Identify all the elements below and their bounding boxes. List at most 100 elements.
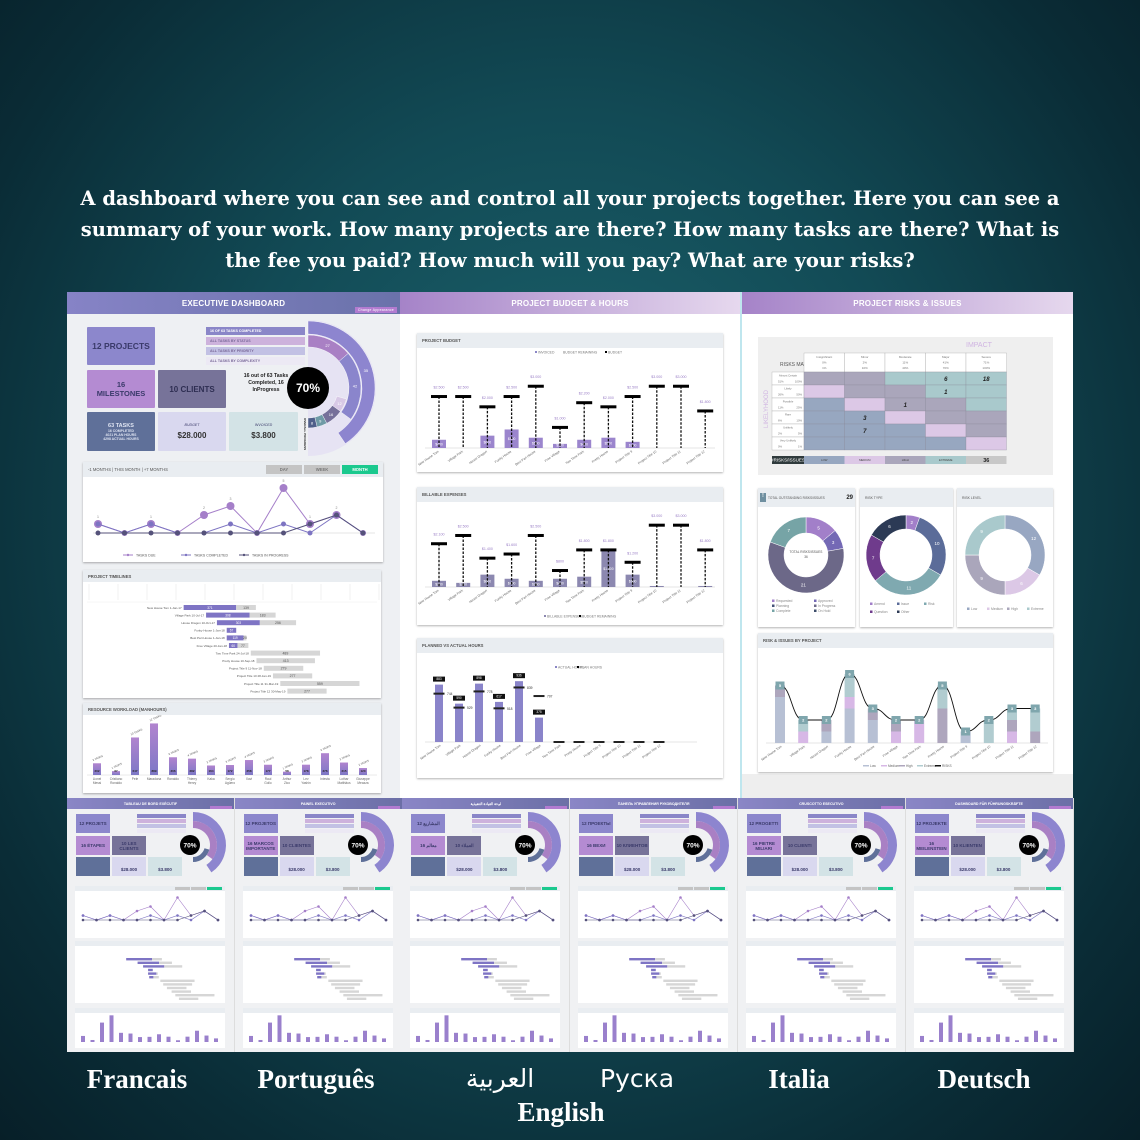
risk-total-box <box>914 716 924 724</box>
legend-label: TASKS COMPLETED <box>194 554 228 558</box>
thumb-workload-bar <box>549 1038 554 1042</box>
thumbnail-budget: $28.000 <box>782 857 817 876</box>
day-button[interactable]: DAY <box>266 465 302 474</box>
budget-cap-value: $2.500 <box>627 386 638 390</box>
risk-total-box <box>937 681 947 690</box>
project-label: Project Title 9 <box>950 744 969 759</box>
project-label: Best Part House <box>500 743 522 760</box>
plan-marker <box>453 706 465 709</box>
timeline-done-value: 303 <box>236 621 242 625</box>
workload-name: Lev <box>303 777 309 781</box>
thumb-point <box>122 918 125 922</box>
timeline-row-label: Pretty House 10-Sep-18 <box>222 659 255 663</box>
series-point <box>307 530 313 536</box>
thumb-radial <box>193 848 210 862</box>
language-french[interactable]: Francais <box>86 1064 188 1094</box>
series-point <box>281 530 286 536</box>
change-appearance-button[interactable]: Change Appearance <box>354 307 397 313</box>
billable-bar-value: $50 <box>702 583 708 587</box>
thumbnail-change-appearance[interactable] <box>880 806 903 809</box>
thumbnail-dashboard[interactable]: DASHBOARD FÜR FÜHRUNGSKRÄFTE 12 PROJEKTE… <box>905 798 1074 1052</box>
thumb-point <box>81 914 85 917</box>
thumb-workload-bar <box>770 1022 775 1042</box>
thumbnail-change-appearance[interactable] <box>713 806 736 809</box>
language-russian[interactable]: Руска <box>599 1064 675 1093</box>
menu-tasks-by-complexity[interactable]: ALL TASKS BY COMPLEXITY <box>206 357 305 365</box>
billable-bar-value: $600 <box>629 579 637 583</box>
thumb-percent-circle <box>683 835 704 855</box>
timeline-row-label: Project Title 12 30-May-19 <box>250 689 285 693</box>
invoiced-kpi[interactable]: INVOICED $3.800 <box>229 412 298 451</box>
period-filters[interactable]: -1 MONTHS | THIS MONTH | +7 MONTHS <box>88 467 168 472</box>
tasks-kpi[interactable]: 63 TASKS 16 COMPLETED 4021 PLAN HOURS 42… <box>87 412 155 451</box>
language-italian[interactable]: Italia <box>768 1064 830 1094</box>
language-arabic[interactable]: العربية <box>465 1064 535 1093</box>
language-german[interactable]: Deutsch <box>937 1064 1031 1094</box>
thumbnail-change-appearance[interactable] <box>1048 806 1071 809</box>
thumb-point <box>974 909 977 913</box>
thumb-workload-bar <box>248 1035 253 1042</box>
thumbnail-change-appearance[interactable] <box>210 806 232 809</box>
thumb-timeline-bar <box>1013 994 1053 997</box>
timeline-remaining-value: 20 <box>243 636 247 640</box>
legend-label: BUDGET REMAINING <box>563 351 598 355</box>
thumb-workload-bar <box>100 1022 104 1042</box>
workload-bar <box>169 757 177 775</box>
risk-stack-segment <box>844 708 855 743</box>
risk-level-slice <box>964 514 1006 556</box>
clients-kpi[interactable]: 10 CLIENTS <box>158 370 226 408</box>
workload-bar <box>112 771 120 775</box>
thumbnail-dashboard[interactable]: CRUSCOTTO ESECUTIVO 12 PROGETTI 16 PIETR… <box>737 798 906 1052</box>
thumb-period-button <box>510 887 526 890</box>
legend-swatch <box>870 610 873 613</box>
radial-value: 16 <box>329 412 334 417</box>
thumb-card <box>913 941 1064 1003</box>
timeline-remaining-value: 277 <box>304 689 310 693</box>
workload-task-label: 3 TASKS <box>301 755 313 763</box>
thumb-timeline-bar <box>986 972 995 975</box>
matrix-cell-extreme <box>965 384 1007 399</box>
actual-label-box <box>433 676 445 682</box>
thumbnail-title: TABLEAU DE BORD EXÉCUTIF <box>67 798 234 809</box>
language-english[interactable]: English <box>517 1097 605 1127</box>
thumb-timeline-bar <box>159 961 172 964</box>
impact-hi: 40% <box>902 366 908 370</box>
thumbnail-change-appearance[interactable] <box>545 806 568 809</box>
project-label: Project Title 10 <box>971 744 991 760</box>
plan-marker <box>473 690 485 693</box>
project-label: Village Park <box>447 449 464 463</box>
thumbnail-dashboard[interactable]: لوحة القيادة التنفيذية المشاريع 12 معالم… <box>402 798 571 1052</box>
thumb-workload-bar <box>761 1039 766 1042</box>
thumb-point <box>511 914 515 917</box>
menu-tasks-by-status[interactable]: ALL TASKS BY STATUS <box>206 337 305 345</box>
thumb-point <box>552 918 555 922</box>
projects-kpi[interactable]: 12 PROJECTS <box>87 327 155 365</box>
thumb-percent: 70% <box>687 843 700 850</box>
month-button[interactable]: MONTH <box>342 465 378 474</box>
risk-by-project-chart: 5 2 2 6 3 2 2 5 1 2 3 3 New House Tom Village Park Hou… <box>761 670 1048 768</box>
thumb-workload-bar <box>176 1040 180 1042</box>
thumbnail-dashboard[interactable]: ПАНЕЛЬ УПРАВЛЕНИЯ РУКОВОДИТЕЛЯ 12 ПРОЕКТ… <box>570 798 739 1052</box>
workload-name: Kaka <box>207 777 214 781</box>
project-label: Project Title 12 <box>1018 744 1038 760</box>
milestones-kpi[interactable]: 16 MILESTONES <box>87 370 155 408</box>
thumbnail-dashboard[interactable]: TABLEAU DE BORD EXÉCUTIF 12 PROJETS 16 É… <box>67 798 235 1052</box>
thumbnail-invoiced: $3.800 <box>483 857 518 876</box>
thumb-workload-bar <box>166 1036 171 1042</box>
thumb-period-button <box>861 887 877 890</box>
thumbnail-change-appearance[interactable] <box>377 806 400 809</box>
thumbnail-dashboard[interactable]: PAINEL EXECUTIVO 12 PROJETOS 16 MARCOS I… <box>234 798 403 1052</box>
language-portuguese[interactable]: Português <box>257 1064 375 1094</box>
budget-label: BUDGET <box>184 423 200 427</box>
week-button[interactable]: WEEK <box>304 465 340 474</box>
thumb-workload-bar <box>584 1035 589 1042</box>
risks-footer-bg <box>742 774 1073 798</box>
budget-kpi[interactable]: BUDGET $28.000 <box>158 412 226 451</box>
outstanding-count: 29 <box>846 494 853 501</box>
menu-tasks-by-priority[interactable]: ALL TASKS BY PRIORITY <box>206 347 305 355</box>
legend-swatch <box>897 602 900 605</box>
thumbnail-projects: 12 PROJETOS <box>243 814 278 833</box>
series-point <box>254 530 260 536</box>
menu-tasks-completed[interactable]: 16 OF 63 TASKS COMPLETED <box>206 327 305 335</box>
